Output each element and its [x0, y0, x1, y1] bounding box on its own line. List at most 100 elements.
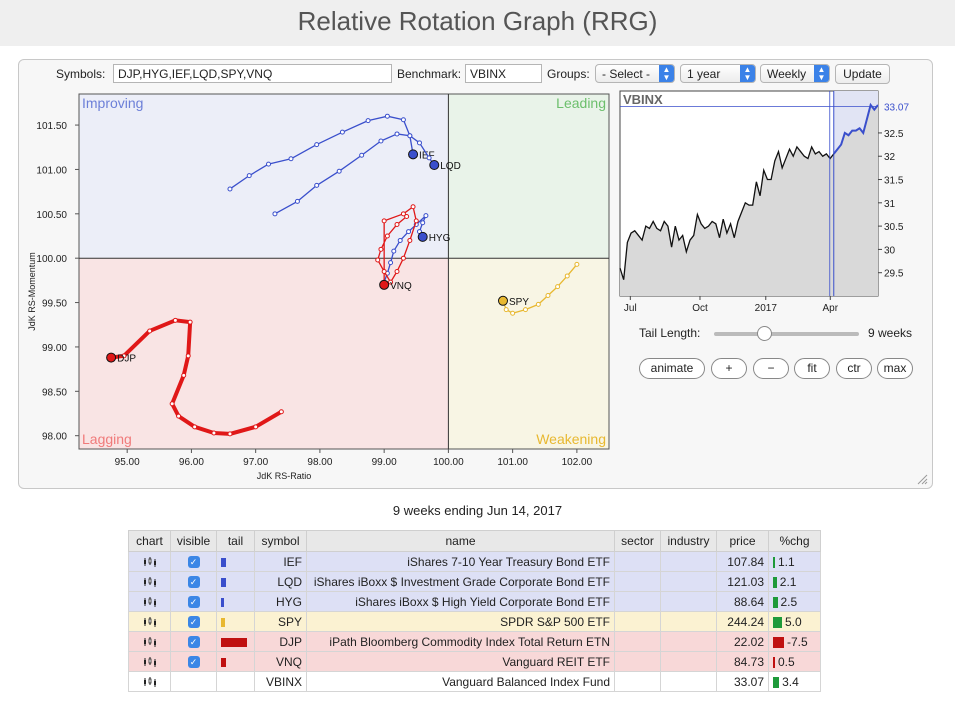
max-button[interactable]: max [877, 358, 913, 379]
symbols-input[interactable]: DJP,HYG,IEF,LQD,SPY,VNQ [113, 64, 392, 83]
tail-line-djp[interactable] [109, 318, 284, 436]
benchmark-input[interactable]: VBINX [465, 64, 542, 83]
tail-point-ief [384, 113, 390, 119]
visible-checkbox[interactable]: ✓ [187, 556, 200, 569]
chg-cell: 5.0 [768, 611, 821, 632]
visible-cell[interactable]: ✓ [170, 591, 217, 612]
chg-bar [773, 556, 775, 568]
col-header-sector[interactable]: sector [614, 530, 661, 552]
tail-point-djp [227, 431, 233, 437]
col-header-chart[interactable]: chart [128, 530, 171, 552]
col-header-symbol[interactable]: symbol [254, 530, 307, 552]
tail-cell [216, 671, 255, 692]
x-tick-label: 97.00 [243, 457, 268, 468]
visible-cell[interactable]: ✓ [170, 551, 217, 572]
tail-point-lqd [359, 152, 365, 158]
visible-cell[interactable]: ✓ [170, 651, 217, 672]
update-button[interactable]: Update [835, 64, 890, 84]
chart-cell[interactable] [128, 551, 171, 572]
visible-cell[interactable]: ✓ [170, 611, 217, 632]
tail-length-slider[interactable] [714, 326, 859, 341]
symbol-cell[interactable]: HYG [254, 591, 307, 612]
head-point-hyg[interactable] [417, 231, 428, 242]
table-row[interactable]: ✓ SPY SPDR S&P 500 ETF 244.24 5.0 [128, 611, 821, 632]
zoom-in-button[interactable]: + [711, 358, 747, 379]
table-row[interactable]: VBINX Vanguard Balanced Index Fund 33.07 3.… [128, 671, 821, 692]
resize-grip-icon[interactable] [916, 473, 928, 485]
visible-checkbox[interactable]: ✓ [187, 636, 200, 649]
chart-cell[interactable] [128, 591, 171, 612]
slider-handle[interactable] [756, 326, 772, 341]
tail-point-lqd [336, 168, 342, 174]
head-point-ief[interactable] [408, 149, 419, 160]
chg-value: 2.1 [779, 574, 797, 589]
tail-point-djp [187, 319, 193, 325]
tail-length-bar [221, 597, 224, 607]
chg-cell: 2.1 [768, 571, 821, 592]
head-point-lqd[interactable] [429, 160, 440, 170]
visible-cell[interactable]: ✓ [170, 571, 217, 592]
tail-point-djp [253, 424, 259, 430]
col-header-tail[interactable]: tail [216, 530, 255, 552]
tail-point-vnq [404, 213, 410, 219]
head-point-vnq[interactable] [379, 279, 390, 290]
symbol-cell[interactable]: DJP [254, 631, 307, 652]
chart-cell[interactable] [128, 671, 171, 692]
col-header-name[interactable]: name [306, 530, 615, 552]
visible-checkbox[interactable]: ✓ [187, 656, 200, 669]
chart-cell[interactable] [128, 611, 171, 632]
center-button[interactable]: ctr [836, 358, 872, 379]
table-row[interactable]: ✓ LQD iShares iBoxx $ Investment Grade Cor… [128, 571, 821, 592]
chart-cell[interactable] [128, 571, 171, 592]
name-cell: SPDR S&P 500 ETF [306, 611, 615, 632]
symbol-cell[interactable]: IEF [254, 551, 307, 572]
head-point-djp[interactable] [106, 352, 117, 363]
tail-point-vnq [410, 204, 416, 210]
visible-cell[interactable]: ✓ [170, 631, 217, 652]
tail-point-ief [314, 142, 320, 148]
title-bar: Relative Rotation Graph (RRG) [0, 0, 955, 46]
visible-checkbox[interactable]: ✓ [187, 616, 200, 629]
table-row[interactable]: ✓ VNQ Vanguard REIT ETF 84.73 0.5 [128, 651, 821, 672]
chg-bar [773, 596, 778, 608]
zoom-out-button[interactable]: − [753, 358, 789, 379]
tail-point-vnq [413, 218, 419, 224]
period-select[interactable]: 1 year ▲ ▼ [680, 64, 756, 83]
quadrant-leading [448, 94, 609, 259]
visible-cell[interactable] [170, 671, 217, 692]
symbol-cell[interactable]: LQD [254, 571, 307, 592]
chart-cell[interactable] [128, 651, 171, 672]
tail-point-vnq [394, 269, 400, 274]
groups-select[interactable]: - Select - ▲ ▼ [595, 64, 675, 83]
groups-label: Groups: [547, 67, 590, 81]
table-row[interactable]: ✓ HYG iShares iBoxx $ High Yield Corporate… [128, 591, 821, 612]
benchmark-line [619, 145, 835, 280]
fit-button[interactable]: fit [794, 358, 830, 379]
tail-length-bar [221, 617, 225, 627]
tail-point-ief [365, 118, 371, 124]
symbol-cell[interactable]: VNQ [254, 651, 307, 672]
frequency-select[interactable]: Weekly ▲ ▼ [760, 64, 830, 83]
benchmark-area [620, 104, 878, 297]
col-header-price[interactable]: price [716, 530, 769, 552]
price-cell: 244.24 [716, 611, 769, 632]
col-header-industry[interactable]: industry [660, 530, 717, 552]
symbol-cell[interactable]: VBINX [254, 671, 307, 692]
animate-button[interactable]: animate [639, 358, 705, 379]
tail-point-lqd [426, 155, 432, 161]
chg-value: 3.4 [782, 674, 799, 689]
table-row[interactable]: ✓ IEF iShares 7-10 Year Treasury Bond ETF 1… [128, 551, 821, 572]
visible-checkbox[interactable]: ✓ [187, 596, 200, 609]
table-row[interactable]: ✓ DJP iPath Bloomberg Commodity Index Tota… [128, 631, 821, 652]
bench-x-tick-label: 2017 [755, 303, 778, 314]
visible-checkbox[interactable]: ✓ [187, 576, 200, 589]
symbol-cell[interactable]: SPY [254, 611, 307, 632]
head-point-spy[interactable] [498, 295, 508, 306]
chart-cell[interactable] [128, 631, 171, 652]
col-header-chg[interactable]: %chg [768, 530, 821, 552]
price-cell: 121.03 [716, 571, 769, 592]
industry-cell [660, 671, 717, 692]
col-header-visible[interactable]: visible [170, 530, 217, 552]
benchmark-title: VBINX [623, 92, 663, 107]
tail-point-lqd [314, 182, 320, 188]
